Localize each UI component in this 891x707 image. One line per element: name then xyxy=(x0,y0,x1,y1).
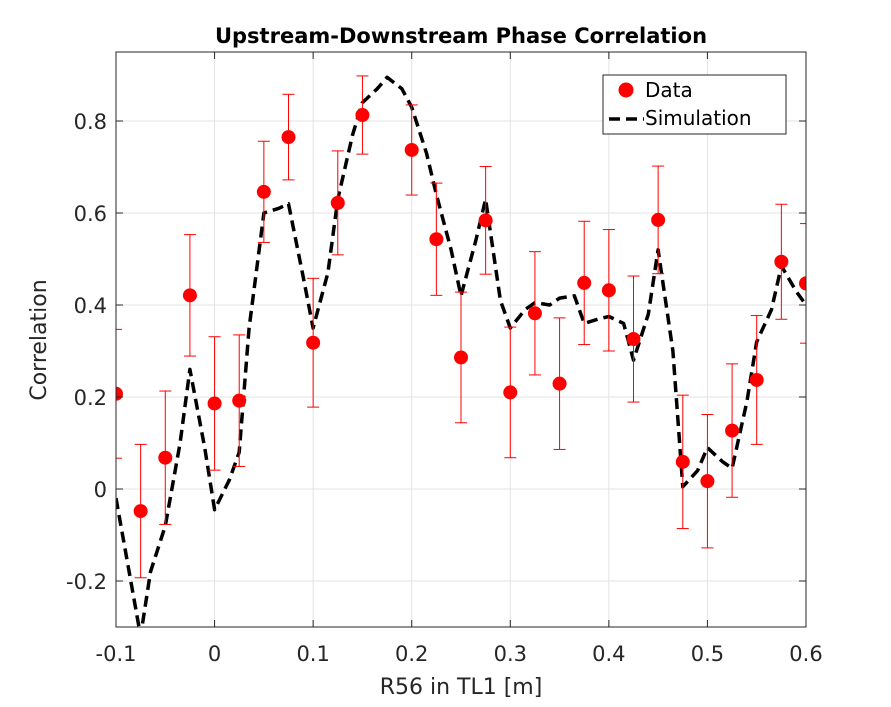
data-point xyxy=(355,75,370,155)
data-marker xyxy=(330,195,345,210)
x-tick-label: 0.4 xyxy=(592,642,625,666)
x-axis-ticks: -0.1 0 0.1 0.2 0.3 0.4 0.5 0.6 xyxy=(96,52,823,666)
data-point xyxy=(330,150,345,256)
data-marker xyxy=(207,396,222,411)
data-point xyxy=(725,363,740,498)
data-marker xyxy=(675,454,690,469)
data-point xyxy=(207,336,222,471)
data-point xyxy=(577,220,592,346)
y-tick-label: 0.8 xyxy=(74,110,107,134)
data-marker xyxy=(232,393,247,408)
data-marker xyxy=(700,474,715,489)
x-tick-label: 0.3 xyxy=(494,642,527,666)
data-point xyxy=(774,203,789,320)
data-point xyxy=(454,291,468,424)
chart-title: Upstream-Downstream Phase Correlation xyxy=(215,24,707,48)
data-marker xyxy=(552,376,567,391)
data-marker xyxy=(133,504,148,519)
data-marker xyxy=(454,350,468,365)
data-marker xyxy=(577,275,592,290)
data-point xyxy=(749,315,764,445)
simulation-series xyxy=(116,75,806,627)
x-tick-label: -0.1 xyxy=(96,642,137,666)
x-tick-label: 0.6 xyxy=(789,642,822,666)
data-point xyxy=(675,394,690,530)
data-marker xyxy=(404,142,419,157)
data-marker xyxy=(429,232,444,247)
data-marker xyxy=(158,450,173,465)
data-marker xyxy=(601,283,616,298)
data-marker xyxy=(527,306,542,321)
data-point xyxy=(503,326,518,459)
y-tick-label: -0.2 xyxy=(66,570,107,594)
data-point xyxy=(182,234,197,357)
data-point xyxy=(158,390,173,525)
x-tick-label: 0.5 xyxy=(691,642,724,666)
data-point xyxy=(799,223,806,344)
x-tick-label: 0.1 xyxy=(296,642,329,666)
data-marker xyxy=(478,213,493,228)
y-tick-label: 0.2 xyxy=(74,386,107,410)
y-tick-label: 0.4 xyxy=(74,294,107,318)
data-marker xyxy=(725,423,740,438)
data-series xyxy=(116,75,806,579)
data-point xyxy=(700,413,715,549)
legend-data-marker xyxy=(618,82,634,98)
data-point xyxy=(478,166,493,275)
data-marker xyxy=(651,212,666,227)
data-point xyxy=(651,165,666,275)
data-marker xyxy=(774,254,789,269)
data-point xyxy=(133,443,148,579)
data-marker xyxy=(626,332,641,347)
data-marker xyxy=(182,288,197,303)
data-marker xyxy=(306,335,321,350)
simulation-line xyxy=(116,75,806,627)
data-point xyxy=(256,140,271,243)
data-point xyxy=(601,229,616,352)
data-point xyxy=(404,104,419,196)
data-point xyxy=(281,93,296,181)
x-tick-label: 0 xyxy=(208,642,221,666)
y-axis-label: Correlation xyxy=(27,279,52,400)
data-marker xyxy=(799,276,806,291)
plot-frame xyxy=(115,51,807,628)
y-tick-label: 0.6 xyxy=(74,202,107,226)
data-marker xyxy=(749,372,764,387)
y-axis-ticks: -0.2 0 0.2 0.4 0.6 0.8 xyxy=(66,110,806,594)
data-point xyxy=(552,317,567,450)
data-marker xyxy=(281,130,296,145)
data-point xyxy=(232,334,247,467)
data-point xyxy=(429,182,444,296)
data-point xyxy=(306,277,321,408)
legend-data-label: Data xyxy=(645,78,693,102)
data-marker xyxy=(503,385,518,400)
data-marker xyxy=(355,108,370,123)
data-point xyxy=(626,275,641,403)
data-point xyxy=(527,251,542,376)
legend: Data Simulation xyxy=(602,74,787,135)
legend-simulation-label: Simulation xyxy=(645,106,752,130)
y-tick-label: 0 xyxy=(94,478,107,502)
data-marker xyxy=(256,184,271,199)
x-axis-label: R56 in TL1 [m] xyxy=(380,675,543,700)
legend-box xyxy=(602,74,787,135)
x-tick-label: 0.2 xyxy=(395,642,428,666)
